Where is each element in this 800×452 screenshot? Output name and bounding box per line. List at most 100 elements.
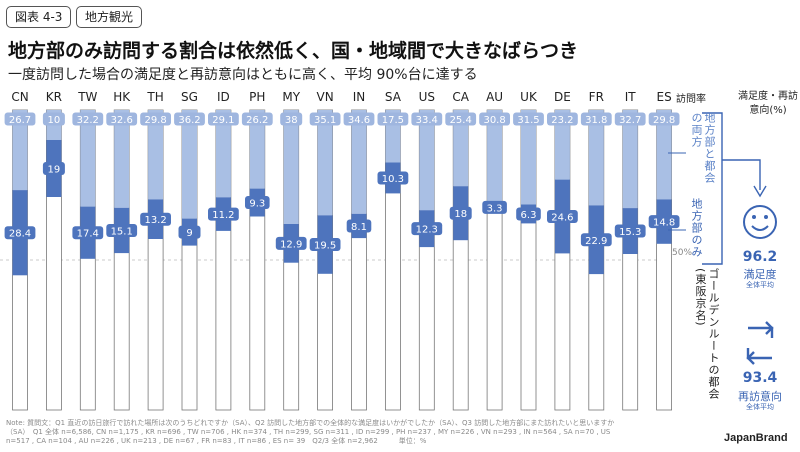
data-label-both: 31.5 bbox=[517, 115, 539, 126]
data-label-only-bg bbox=[648, 215, 680, 229]
data-label-only: 15.3 bbox=[619, 227, 641, 238]
return-arrow-left-icon bbox=[746, 348, 772, 365]
data-label-both-bg bbox=[42, 112, 65, 126]
data-label-both: 32.6 bbox=[111, 115, 133, 126]
category-label: IT bbox=[625, 90, 637, 104]
bar-segment-both bbox=[182, 110, 197, 219]
data-label-only-bg bbox=[275, 236, 307, 250]
data-label-only: 19 bbox=[48, 165, 61, 176]
category-label: VN bbox=[317, 90, 334, 104]
category-label: TW bbox=[77, 90, 97, 104]
data-label-only: 12.9 bbox=[280, 239, 302, 250]
data-label-both: 29.1 bbox=[212, 115, 234, 126]
data-label-both: 25.4 bbox=[450, 115, 472, 126]
category-tag: 地方観光 bbox=[76, 6, 143, 28]
data-label-only: 17.4 bbox=[77, 229, 99, 240]
data-label-both: 35.1 bbox=[314, 115, 336, 126]
data-label-only: 8.1 bbox=[351, 222, 367, 233]
category-label: ID bbox=[217, 90, 230, 104]
data-label-both-bg bbox=[580, 112, 612, 126]
page-title: 地方部のみ訪問する割合は依然低く、国・地域間で大きなばらつき bbox=[8, 40, 579, 62]
category-label: FR bbox=[589, 90, 604, 104]
category-label: ES bbox=[656, 90, 671, 104]
bar-segment-both bbox=[656, 110, 672, 200]
revisit-value: 93.4 bbox=[742, 370, 778, 386]
bar-segment-both bbox=[317, 110, 333, 216]
data-label-both-bg bbox=[547, 112, 578, 126]
data-label-both: 33.4 bbox=[416, 115, 438, 126]
data-label-both: 38 bbox=[285, 115, 298, 126]
bar-segment-both bbox=[453, 110, 469, 187]
smiley-mouth-icon bbox=[751, 225, 769, 231]
category-label: SG bbox=[181, 90, 198, 104]
smiley-right-eye-icon bbox=[764, 215, 768, 219]
legend-only-label: 地方部のみ bbox=[690, 198, 703, 258]
data-label-only-bg bbox=[377, 171, 409, 185]
icons-layer bbox=[668, 112, 777, 365]
data-label-both-bg bbox=[309, 112, 341, 126]
bar-segment-both bbox=[351, 110, 367, 214]
data-label-only: 9 bbox=[186, 228, 192, 239]
category-label: CA bbox=[452, 90, 469, 104]
bar-segment-both bbox=[12, 110, 28, 191]
data-label-only: 28.4 bbox=[9, 229, 31, 240]
data-label-only-bg bbox=[449, 206, 472, 220]
category-label: UK bbox=[520, 90, 538, 104]
bar-segment-both bbox=[80, 110, 96, 207]
data-label-only: 6.3 bbox=[521, 210, 537, 221]
data-label-only-bg bbox=[580, 233, 612, 247]
data-label-both: 29.8 bbox=[653, 115, 675, 126]
bar-segment-both bbox=[215, 110, 231, 198]
category-label: SA bbox=[385, 90, 402, 104]
data-label-only: 10.3 bbox=[382, 174, 404, 185]
bracket-arrow-line bbox=[722, 159, 761, 190]
visit-rate-header: 訪問率 bbox=[676, 94, 706, 105]
smiley-face-icon bbox=[743, 205, 777, 239]
data-label-only-bg bbox=[208, 207, 239, 221]
smiley-left-eye-icon bbox=[752, 215, 756, 219]
bar-segment-both bbox=[521, 110, 536, 205]
bracket-rural bbox=[702, 112, 723, 265]
category-label: MY bbox=[282, 90, 300, 104]
bar-segment-both bbox=[487, 110, 503, 203]
data-label-only-bg bbox=[42, 162, 65, 175]
data-label-both-bg bbox=[280, 112, 303, 126]
category-label: TH bbox=[146, 90, 163, 104]
data-label-only: 11.2 bbox=[212, 210, 234, 221]
data-label-both-bg bbox=[208, 112, 239, 126]
data-label-only-bg bbox=[178, 225, 201, 239]
revisit-sub-label: 全体平均 bbox=[746, 403, 774, 411]
category-label: IN bbox=[353, 90, 366, 104]
data-label-only-bg bbox=[140, 212, 171, 226]
data-label-only-bg bbox=[346, 219, 372, 233]
data-label-only: 14.8 bbox=[653, 218, 675, 229]
data-label-both-bg bbox=[174, 112, 205, 126]
data-label-both: 30.8 bbox=[483, 115, 505, 126]
data-label-both: 32.2 bbox=[77, 115, 99, 126]
data-label-only-bg bbox=[411, 222, 443, 236]
data-label-only-bg bbox=[614, 224, 646, 238]
data-label-both: 26.2 bbox=[246, 115, 268, 126]
data-label-both-bg bbox=[411, 112, 443, 126]
footnote: Note: 質問文：Q1 直近の訪日旅行で訪れた場所は次のうちどれですか（SA）… bbox=[6, 419, 615, 445]
data-label-both-bg bbox=[106, 112, 138, 126]
data-label-both-bg bbox=[648, 112, 680, 126]
bar-segment-both bbox=[419, 110, 435, 211]
brand-logo: JapanBrand bbox=[724, 432, 788, 444]
bar-segment-both bbox=[622, 110, 638, 209]
data-label-both: 10 bbox=[48, 115, 61, 126]
data-label-both-bg bbox=[241, 112, 273, 126]
data-label-both: 36.2 bbox=[178, 115, 200, 126]
category-label: DE bbox=[554, 90, 571, 104]
category-label: CN bbox=[11, 90, 28, 104]
page-subtitle: 一度訪問した場合の満足度と再訪意向はともに高く、平均 90%台に達する bbox=[8, 67, 478, 83]
data-label-only: 9.3 bbox=[249, 199, 265, 210]
data-label-both: 29.8 bbox=[144, 115, 166, 126]
bar-segment-both bbox=[554, 110, 570, 180]
data-label-both-bg bbox=[377, 112, 409, 126]
category-label: KR bbox=[46, 90, 62, 104]
data-label-both: 23.2 bbox=[551, 115, 573, 126]
data-label-only: 15.1 bbox=[111, 226, 133, 237]
data-label-both: 26.7 bbox=[9, 115, 31, 126]
data-label-both-bg bbox=[4, 112, 36, 126]
